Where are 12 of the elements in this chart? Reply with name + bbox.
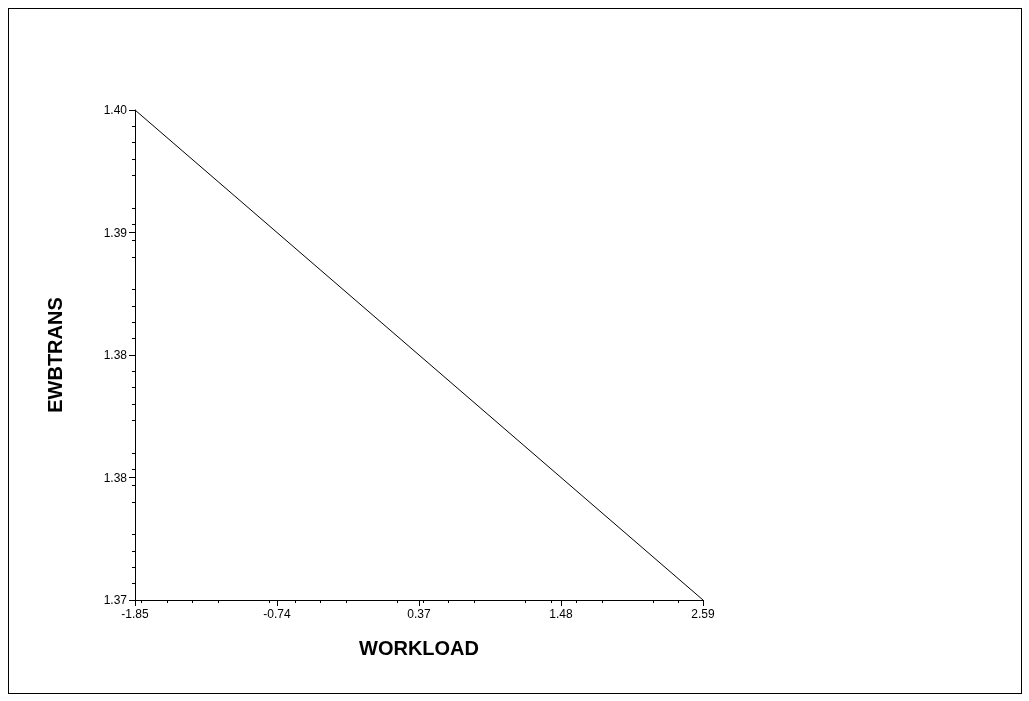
x-axis-title: WORKLOAD (359, 637, 479, 659)
x-tick-label: 0.37 (407, 607, 431, 621)
y-tick-label: 1.40 (103, 103, 128, 117)
y-tick-label: 1.38 (103, 348, 128, 362)
x-tick-label: 2.59 (691, 607, 715, 621)
y-tick-label: 1.38 (103, 470, 128, 485)
y-axis-title: EWBTRANS (44, 297, 66, 413)
x-tick-label: -1.85 (121, 607, 149, 621)
y-tick-label: 1.37 (103, 593, 128, 607)
y-tick-label: 1.39 (103, 225, 128, 240)
x-tick-label: 1.48 (549, 607, 573, 621)
x-tick-label: -0.74 (263, 607, 291, 621)
